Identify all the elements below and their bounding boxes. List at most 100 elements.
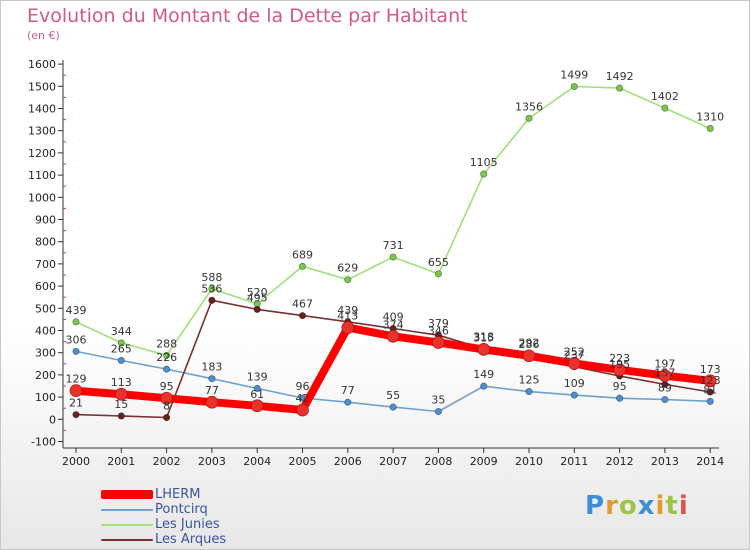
x-tick-label: 2000	[62, 455, 90, 468]
data-label-pontcirq: 125	[519, 374, 540, 387]
data-point-lherm	[477, 343, 491, 356]
data-point-les-junies	[344, 276, 352, 284]
data-point-les-arques	[72, 411, 80, 419]
data-label-les-junies: 520	[247, 286, 268, 299]
data-point-les-arques	[208, 296, 216, 304]
data-label-les-arques: 439	[337, 304, 358, 317]
data-label-pontcirq: 306	[66, 333, 87, 346]
data-label-pontcirq: 95	[613, 380, 627, 393]
legend-item-les-junies: Les Junies	[101, 517, 361, 532]
data-label-lherm: 173	[700, 363, 721, 376]
data-point-pontcirq	[480, 382, 488, 390]
data-point-pontcirq	[570, 391, 578, 399]
data-label-pontcirq: 149	[473, 368, 494, 381]
data-label-les-arques: 123	[700, 374, 721, 387]
data-point-pontcirq	[389, 403, 397, 411]
y-tick-label: 700	[35, 258, 56, 271]
proxiti-logo: Proxiti	[585, 491, 689, 521]
y-tick-label: 500	[35, 302, 56, 315]
data-label-les-arques: 467	[292, 298, 313, 311]
data-point-lherm	[160, 391, 173, 405]
legend-label-les-arques: Les Arques	[155, 532, 227, 547]
legend-item-pontcirq: Pontcirq	[101, 502, 361, 517]
chart-title: Evolution du Montant de la Dette par Hab…	[27, 5, 468, 27]
x-tick-label: 2001	[107, 455, 135, 468]
data-point-les-junies	[117, 339, 125, 347]
x-tick-label: 2008	[424, 455, 452, 468]
data-point-les-junies	[208, 285, 216, 293]
legend-item-les-arques: Les Arques	[101, 532, 361, 547]
data-point-pontcirq	[344, 398, 352, 406]
data-point-les-junies	[72, 318, 80, 326]
data-point-les-junies	[525, 114, 533, 122]
data-label-les-junies: 439	[66, 304, 87, 317]
data-point-les-arques	[253, 305, 261, 313]
data-point-les-junies	[480, 170, 488, 178]
data-label-les-arques: 536	[201, 282, 222, 295]
data-point-lherm	[341, 321, 355, 334]
logo-letter-x: x	[637, 491, 656, 521]
x-tick-label: 2009	[470, 455, 498, 468]
logo-letter-r: r	[605, 491, 619, 521]
data-point-les-arques	[298, 312, 307, 320]
data-label-lherm: 129	[66, 373, 87, 386]
y-tick-label: 400	[35, 325, 56, 338]
data-label-lherm: 113	[111, 376, 132, 389]
legend-swatch-pontcirq	[101, 509, 153, 511]
data-label-les-arques: 195	[609, 358, 630, 371]
data-point-lherm	[522, 349, 536, 363]
y-tick-label: 1000	[28, 191, 56, 204]
y-tick-label: 1300	[28, 125, 56, 138]
data-label-les-junies: 588	[201, 271, 222, 284]
data-point-pontcirq	[616, 394, 624, 402]
data-point-pontcirq	[72, 347, 80, 355]
data-label-les-junies: 1310	[696, 110, 724, 123]
y-tick-label: 1100	[28, 169, 56, 182]
data-point-lherm	[114, 387, 128, 401]
x-tick-label: 2003	[198, 455, 226, 468]
logo-letter-p: P	[585, 491, 606, 521]
data-point-les-junies	[298, 262, 307, 270]
data-label-les-junies: 731	[383, 239, 404, 252]
logo-letter-o: o	[618, 491, 638, 521]
data-label-pontcirq: 109	[564, 377, 585, 390]
data-label-pontcirq: 139	[247, 370, 268, 383]
data-label-les-arques: 237	[564, 349, 585, 362]
data-point-lherm	[613, 363, 626, 377]
data-point-les-junies	[163, 351, 171, 359]
data-point-les-junies	[616, 84, 624, 92]
y-tick-label: 1200	[28, 147, 56, 160]
data-label-les-junies: 1402	[651, 90, 679, 103]
data-point-lherm	[567, 357, 581, 370]
y-tick-label: 0	[49, 413, 56, 426]
legend-label-pontcirq: Pontcirq	[155, 502, 208, 517]
data-point-lherm	[296, 403, 309, 417]
legend-swatch-lherm	[101, 490, 153, 499]
data-label-lherm: 374	[383, 318, 404, 331]
data-label-les-junies: 629	[337, 262, 358, 275]
chart-legend: LHERM Pontcirq Les Junies Les Arques	[101, 487, 361, 547]
data-point-lherm	[432, 336, 445, 349]
y-tick-label: 1500	[28, 80, 56, 93]
data-point-pontcirq	[163, 365, 171, 373]
data-label-pontcirq: 183	[201, 361, 222, 374]
y-tick-label: 200	[35, 369, 56, 382]
x-tick-label: 2010	[515, 455, 543, 468]
chart-subtitle: (en €)	[27, 29, 60, 42]
data-label-les-arques: 495	[247, 291, 268, 304]
data-label-lherm: 346	[428, 324, 449, 337]
legend-swatch-les-arques	[101, 539, 153, 541]
x-tick-label: 2002	[153, 455, 181, 468]
data-point-les-junies	[661, 104, 669, 112]
data-label-les-arques: 409	[383, 311, 404, 324]
data-label-les-arques: 8	[163, 400, 170, 413]
data-label-les-junies: 1356	[515, 100, 543, 113]
data-point-les-arques	[117, 412, 125, 420]
data-point-les-arques	[706, 388, 714, 396]
y-tick-label: 1400	[28, 103, 56, 116]
logo-letter-t: t	[665, 491, 679, 521]
y-tick-label: -100	[31, 436, 56, 449]
data-label-pontcirq: 77	[341, 384, 355, 397]
data-label-pontcirq: 265	[111, 342, 132, 355]
